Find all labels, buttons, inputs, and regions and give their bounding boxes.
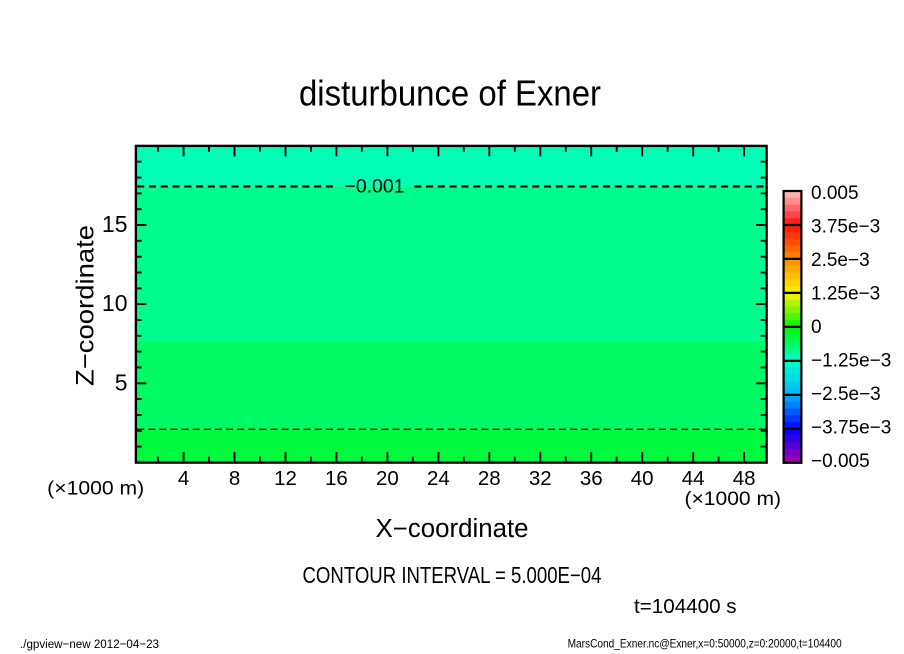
svg-text:4: 4 bbox=[178, 467, 189, 490]
svg-text:10: 10 bbox=[102, 290, 128, 316]
svg-text:48: 48 bbox=[733, 467, 756, 490]
svg-text:disturbunce of Exner: disturbunce of Exner bbox=[299, 73, 601, 114]
svg-text:−0.001: −0.001 bbox=[345, 177, 405, 198]
svg-text:−1.25e−3: −1.25e−3 bbox=[811, 350, 891, 371]
svg-text:36: 36 bbox=[580, 467, 603, 490]
svg-text:Z−coordinate: Z−coordinate bbox=[72, 225, 100, 386]
svg-text:2.5e−3: 2.5e−3 bbox=[811, 250, 870, 271]
svg-text:−3.75e−3: −3.75e−3 bbox=[811, 417, 891, 438]
svg-text:X−coordinate: X−coordinate bbox=[376, 515, 529, 543]
svg-text:28: 28 bbox=[478, 467, 501, 490]
svg-text:3.75e−3: 3.75e−3 bbox=[811, 216, 880, 237]
svg-text:0.005: 0.005 bbox=[811, 183, 859, 204]
svg-text:12: 12 bbox=[274, 467, 297, 490]
svg-text:(×1000 m): (×1000 m) bbox=[47, 478, 144, 500]
svg-text:MarsCond_Exner.nc@Exner,x=0:50: MarsCond_Exner.nc@Exner,x=0:50000,z=0:20… bbox=[568, 638, 842, 651]
svg-text:./gpview−new 2012−04−23: ./gpview−new 2012−04−23 bbox=[20, 637, 159, 651]
svg-text:t=104400 s: t=104400 s bbox=[634, 596, 737, 618]
svg-text:0: 0 bbox=[811, 317, 822, 338]
svg-text:CONTOUR INTERVAL = 5.000E−04: CONTOUR INTERVAL = 5.000E−04 bbox=[303, 562, 602, 588]
svg-text:24: 24 bbox=[427, 467, 450, 490]
svg-text:20: 20 bbox=[376, 467, 399, 490]
svg-text:−0.005: −0.005 bbox=[811, 451, 870, 472]
svg-text:−2.5e−3: −2.5e−3 bbox=[811, 384, 881, 405]
svg-text:32: 32 bbox=[529, 467, 552, 490]
svg-text:1.25e−3: 1.25e−3 bbox=[811, 283, 880, 304]
svg-text:40: 40 bbox=[631, 467, 654, 490]
svg-text:8: 8 bbox=[229, 467, 240, 490]
svg-text:16: 16 bbox=[325, 467, 348, 490]
svg-text:5: 5 bbox=[115, 369, 128, 395]
svg-text:(×1000 m): (×1000 m) bbox=[685, 488, 782, 510]
svg-text:44: 44 bbox=[682, 467, 705, 490]
svg-text:15: 15 bbox=[102, 211, 128, 237]
